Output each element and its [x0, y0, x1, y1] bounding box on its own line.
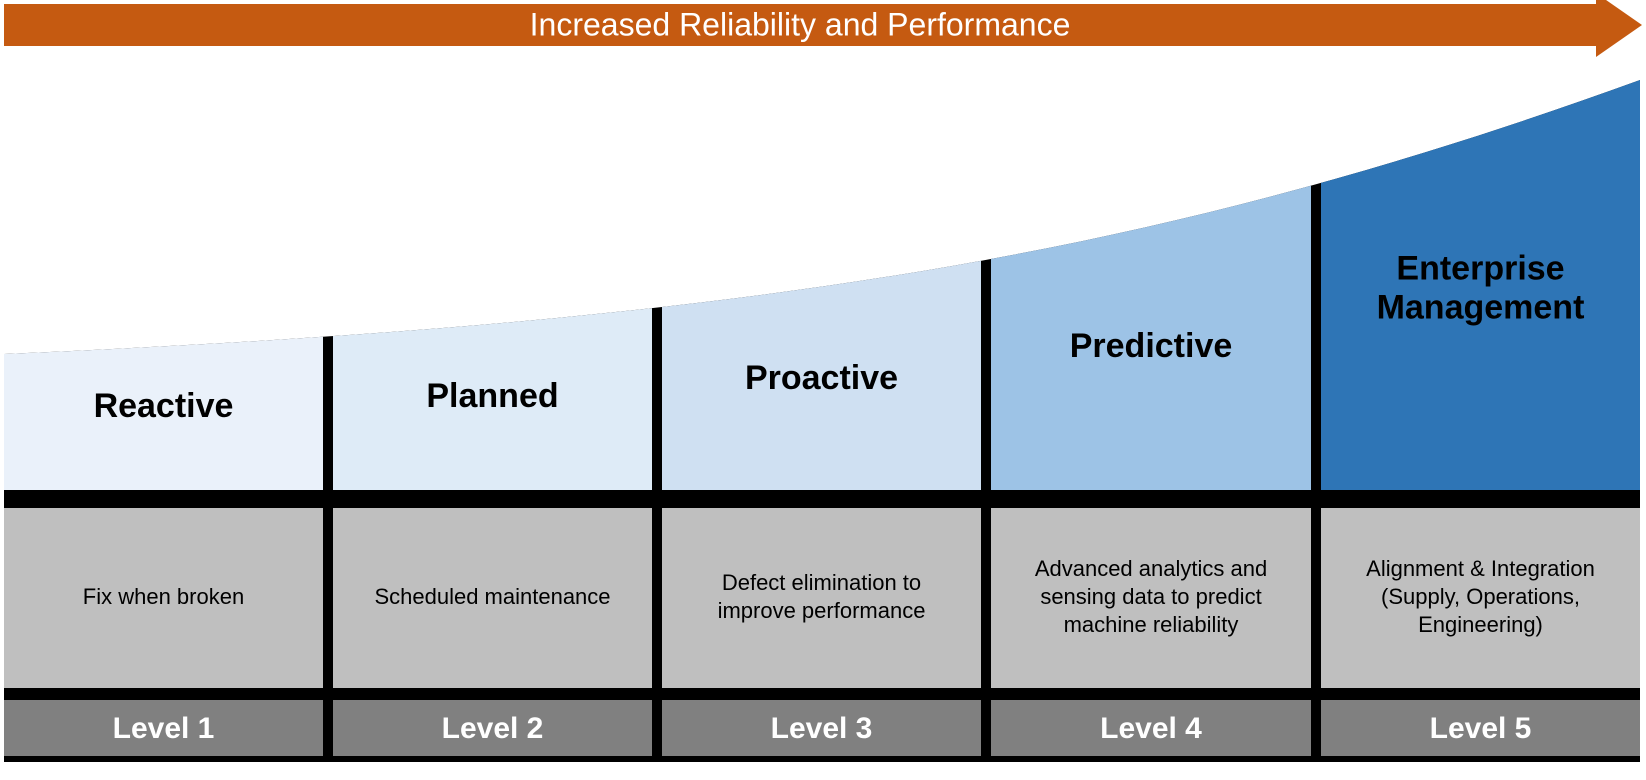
column-title-2: Planned: [426, 377, 558, 415]
maturity-column-4: [991, 0, 1311, 490]
level-label-5: Level 5: [1430, 712, 1532, 745]
arrow-label: Increased Reliability and Performance: [530, 6, 1071, 42]
row-gap-1: [4, 490, 1640, 508]
desc-text-5: Engineering): [1418, 612, 1543, 637]
column-title-3: Proactive: [745, 359, 898, 397]
level-label-4: Level 4: [1100, 712, 1202, 745]
desc-text-1: Fix when broken: [83, 584, 244, 609]
maturity-diagram: Reactive Planned Proactive Predictive Enterp…: [0, 0, 1646, 780]
bottom-rule: [4, 756, 1640, 762]
level-label-2: Level 2: [442, 712, 544, 745]
desc-text-4: Advanced analytics and: [1035, 556, 1267, 581]
level-label-3: Level 3: [771, 712, 873, 745]
desc-text-4: sensing data to predict: [1040, 584, 1261, 609]
column-title-1: Reactive: [94, 387, 234, 425]
level-label-1: Level 1: [113, 712, 215, 745]
maturity-column-3: [662, 0, 981, 490]
column-title-5: Management: [1377, 289, 1585, 327]
desc-text-4: machine reliability: [1064, 612, 1239, 637]
row-gap-2: [4, 688, 1640, 700]
desc-text-3: improve performance: [718, 598, 926, 623]
column-title-4: Predictive: [1070, 327, 1233, 365]
desc-text-5: Alignment & Integration: [1366, 556, 1595, 581]
maturity-column-2: [333, 0, 652, 490]
column-title-5: Enterprise: [1396, 249, 1564, 287]
desc-text-2: Scheduled maintenance: [374, 584, 610, 609]
curve-columns: [4, 0, 1640, 490]
diagram-svg: Reactive Planned Proactive Predictive Enterp…: [0, 0, 1646, 780]
desc-text-3: Defect elimination to: [722, 570, 921, 595]
desc-text-5: (Supply, Operations,: [1381, 584, 1580, 609]
maturity-column-5: [1321, 0, 1640, 490]
